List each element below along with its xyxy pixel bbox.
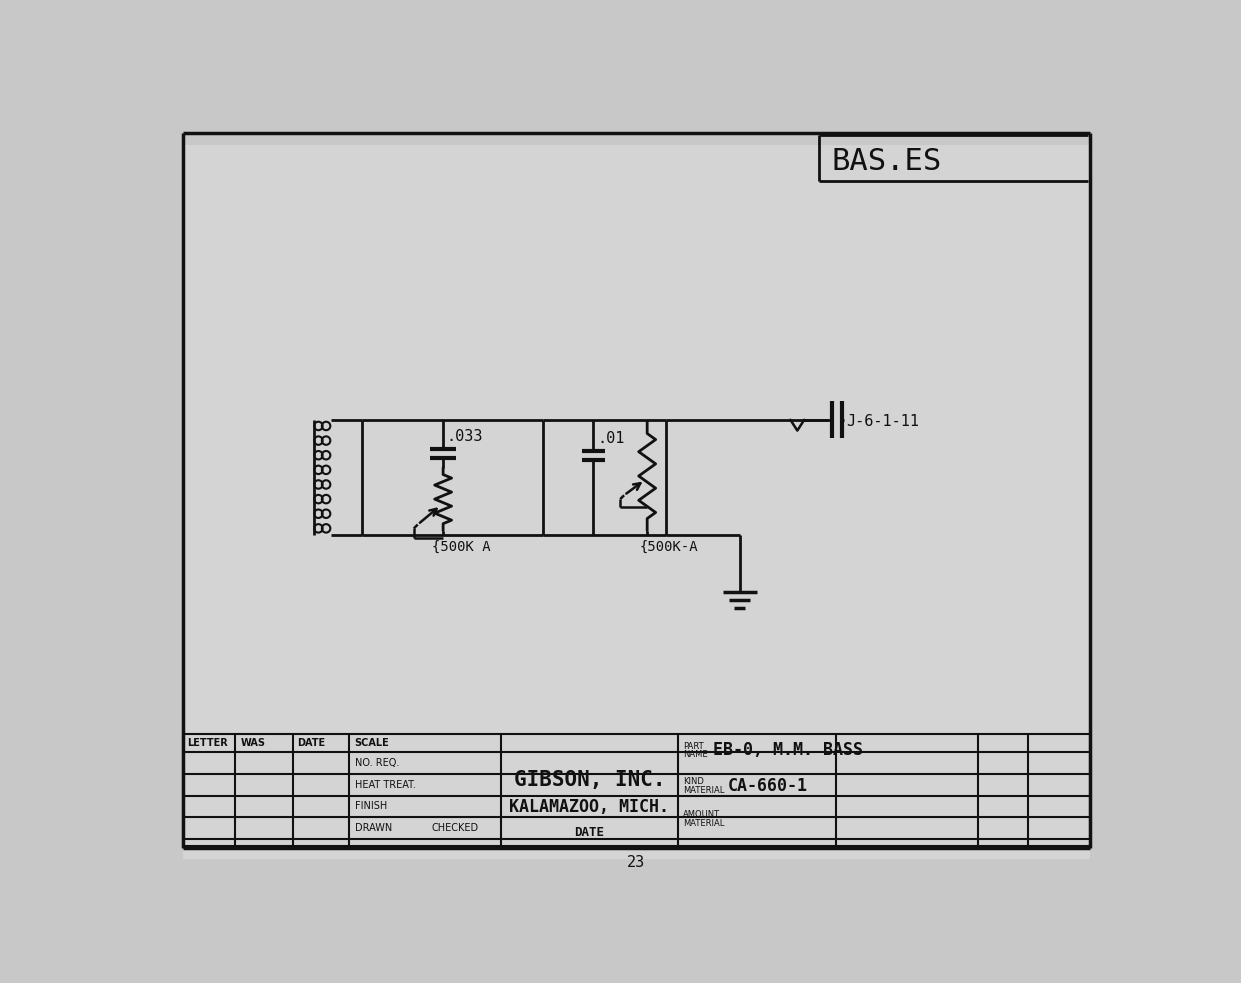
Text: KIND: KIND [684,778,704,786]
Text: .01: .01 [597,431,624,445]
Text: DATE: DATE [575,826,604,839]
Text: 23: 23 [627,855,645,870]
Text: EB-0, M.M. BASS: EB-0, M.M. BASS [712,741,862,759]
Text: DRAWN: DRAWN [355,823,392,833]
Text: LETTER: LETTER [187,738,228,748]
Text: FINISH: FINISH [355,801,387,811]
Text: MATERIAL: MATERIAL [684,819,725,828]
Text: CA-660-1: CA-660-1 [728,778,808,795]
Text: {500K-A: {500K-A [639,540,699,553]
Text: NAME: NAME [684,750,709,759]
Text: CHECKED: CHECKED [432,823,479,833]
Text: PART: PART [684,742,704,751]
Text: DATE: DATE [297,738,325,748]
Text: MATERIAL: MATERIAL [684,785,725,794]
Text: J-6-1-11: J-6-1-11 [846,414,920,429]
Text: KALAMAZOO, MICH.: KALAMAZOO, MICH. [509,798,669,816]
Text: NO. REQ.: NO. REQ. [355,758,398,769]
Text: AMOUNT: AMOUNT [684,810,721,819]
Text: HEAT TREAT.: HEAT TREAT. [355,780,416,789]
Text: BAS.ES: BAS.ES [831,146,942,176]
Text: {500K A: {500K A [432,540,491,553]
Text: WAS: WAS [241,738,266,748]
Text: SCALE: SCALE [355,738,390,748]
Text: GIBSON, INC.: GIBSON, INC. [514,770,665,790]
Text: .033: .033 [447,430,483,444]
